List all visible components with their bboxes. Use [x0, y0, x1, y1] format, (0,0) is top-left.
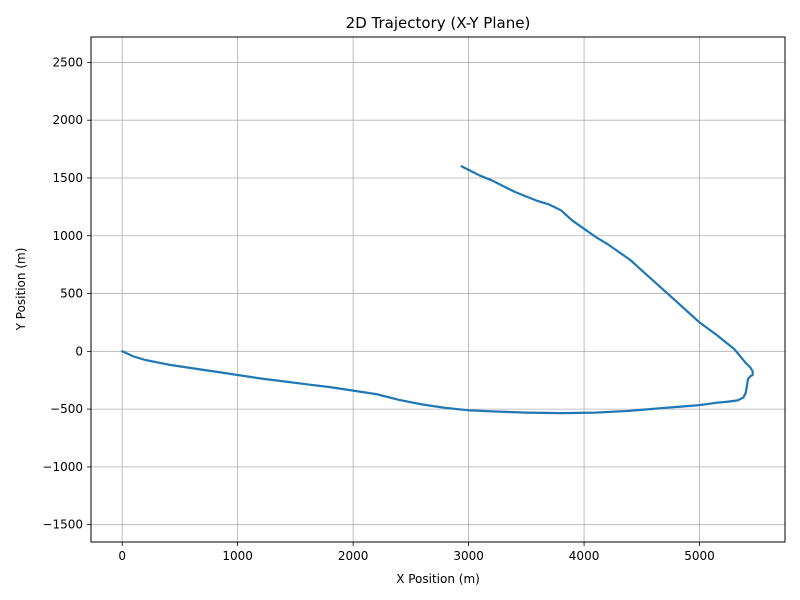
y-axis-label: Y Position (m)	[14, 248, 28, 332]
trajectory-line	[121, 165, 754, 415]
y-tick-label: 2500	[52, 55, 83, 69]
tick-layer: 0 1000 2000 3000 4000 5000 −1500 −1000 −500 0 500 1…	[42, 55, 714, 563]
x-tick-label: 2000	[338, 549, 369, 563]
y-tick-label: 2000	[52, 113, 83, 127]
x-tick-label: 0	[118, 549, 126, 563]
grid-layer	[91, 37, 785, 542]
line-layer	[121, 165, 754, 415]
x-tick-label: 3000	[453, 549, 484, 563]
y-tick-label: 1500	[52, 171, 83, 185]
x-tick-label: 5000	[684, 549, 715, 563]
y-tick-label: −500	[50, 402, 83, 416]
plot-area-frame	[90, 36, 786, 543]
y-tick-label: 500	[60, 287, 83, 301]
y-tick-label: 0	[75, 344, 83, 358]
y-tick-label: 1000	[52, 229, 83, 243]
y-tick-label: −1500	[42, 518, 83, 532]
y-tick-label: −1000	[42, 460, 83, 474]
x-tick-label: 4000	[569, 549, 600, 563]
x-axis-label: X Position (m)	[396, 572, 480, 586]
chart-title: 2D Trajectory (X-Y Plane)	[346, 14, 531, 32]
x-tick-label: 1000	[222, 549, 253, 563]
